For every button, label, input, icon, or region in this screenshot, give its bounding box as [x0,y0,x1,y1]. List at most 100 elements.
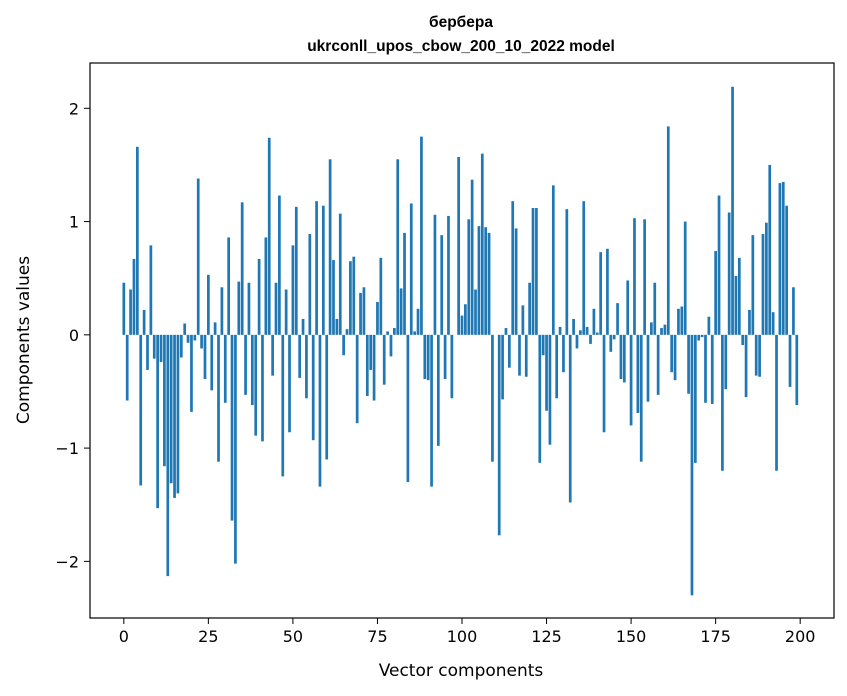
bar-48 [284,289,288,335]
bar-13 [166,334,170,577]
bar-197 [788,334,792,387]
bar-129 [558,326,562,335]
bar-18 [183,323,187,335]
bar-195 [781,181,785,335]
bar-120 [528,282,531,335]
bar-119 [524,334,528,377]
bar-57 [315,201,318,335]
bar-166 [683,221,687,335]
bar-151 [633,218,636,335]
bar-163 [673,334,677,381]
bar-23 [200,334,203,349]
bar-46 [278,195,281,335]
bar-105 [477,226,481,335]
bar-29 [220,287,224,335]
bar-91 [430,334,433,487]
bar-64 [338,213,342,335]
bar-139 [592,308,596,335]
bar-25 [207,274,210,335]
bar-178 [724,334,728,390]
bar-184 [744,334,748,398]
bar-90 [426,334,430,381]
bar-89 [423,334,427,380]
bar-7 [146,334,149,370]
x-axis-label: Vector components [379,661,544,681]
bar-174 [710,334,714,404]
bar-109 [491,334,494,462]
bar-132 [568,334,572,503]
bar-72 [365,334,369,396]
bar-159 [660,328,663,335]
bar-173 [707,316,711,335]
bar-74 [372,334,376,401]
bar-12 [163,334,166,467]
x-tick-label: 200 [785,627,816,646]
bar-193 [775,334,778,471]
bar-127 [551,185,555,335]
bar-78 [386,331,389,335]
bar-106 [480,153,484,335]
bar-51 [294,206,298,335]
bar-138 [589,334,592,344]
bar-67 [349,261,352,335]
bar-162 [670,334,674,373]
bar-188 [758,334,761,377]
bar-140 [595,332,599,335]
bar-121 [531,207,535,335]
y-tick-label: 2 [69,99,79,118]
bar-60 [325,334,329,460]
x-tick-label: 75 [367,627,387,646]
bar-141 [599,252,603,335]
bar-175 [714,251,717,335]
bar-3 [132,258,136,335]
x-tick-label: 0 [119,627,129,646]
chart-title: бербера [429,14,493,31]
bar-182 [737,257,741,335]
bar-43 [267,137,271,335]
bar-100 [460,315,464,335]
bar-76 [379,257,383,335]
bar-49 [288,334,291,433]
bar-116 [514,228,518,335]
bar-26 [210,334,214,391]
bar-32 [230,334,234,521]
bar-124 [541,334,545,356]
bar-95 [443,334,447,380]
bar-0 [122,282,126,335]
bar-142 [602,334,606,433]
bar-169 [693,334,697,463]
bar-94 [440,235,444,335]
bar-5 [139,334,143,486]
bar-10 [156,334,159,509]
bar-47 [281,334,285,477]
bar-52 [298,334,302,378]
bar-55 [308,234,312,335]
bar-114 [507,334,511,368]
bar-147 [619,334,623,380]
bar-99 [457,157,460,335]
y-axis-label: Components values [14,256,34,424]
bar-143 [606,248,609,335]
bar-186 [751,235,755,335]
bar-21 [193,334,197,341]
bar-6 [142,309,146,335]
bar-86 [413,331,417,335]
bar-113 [504,328,508,335]
bar-112 [501,334,504,400]
bars-group [122,86,799,596]
bar-160 [663,324,667,335]
bar-168 [690,334,694,596]
bar-130 [562,334,565,373]
bar-31 [227,237,231,335]
bar-92 [433,214,437,335]
bar-53 [301,318,305,335]
bar-145 [612,334,616,340]
bar-88 [420,136,423,335]
x-tick-label: 150 [616,627,647,646]
bar-146 [616,303,619,335]
bar-50 [291,245,295,335]
bar-125 [545,334,548,411]
bar-36 [244,334,247,395]
bar-136 [582,201,586,335]
bar-164 [677,308,680,335]
